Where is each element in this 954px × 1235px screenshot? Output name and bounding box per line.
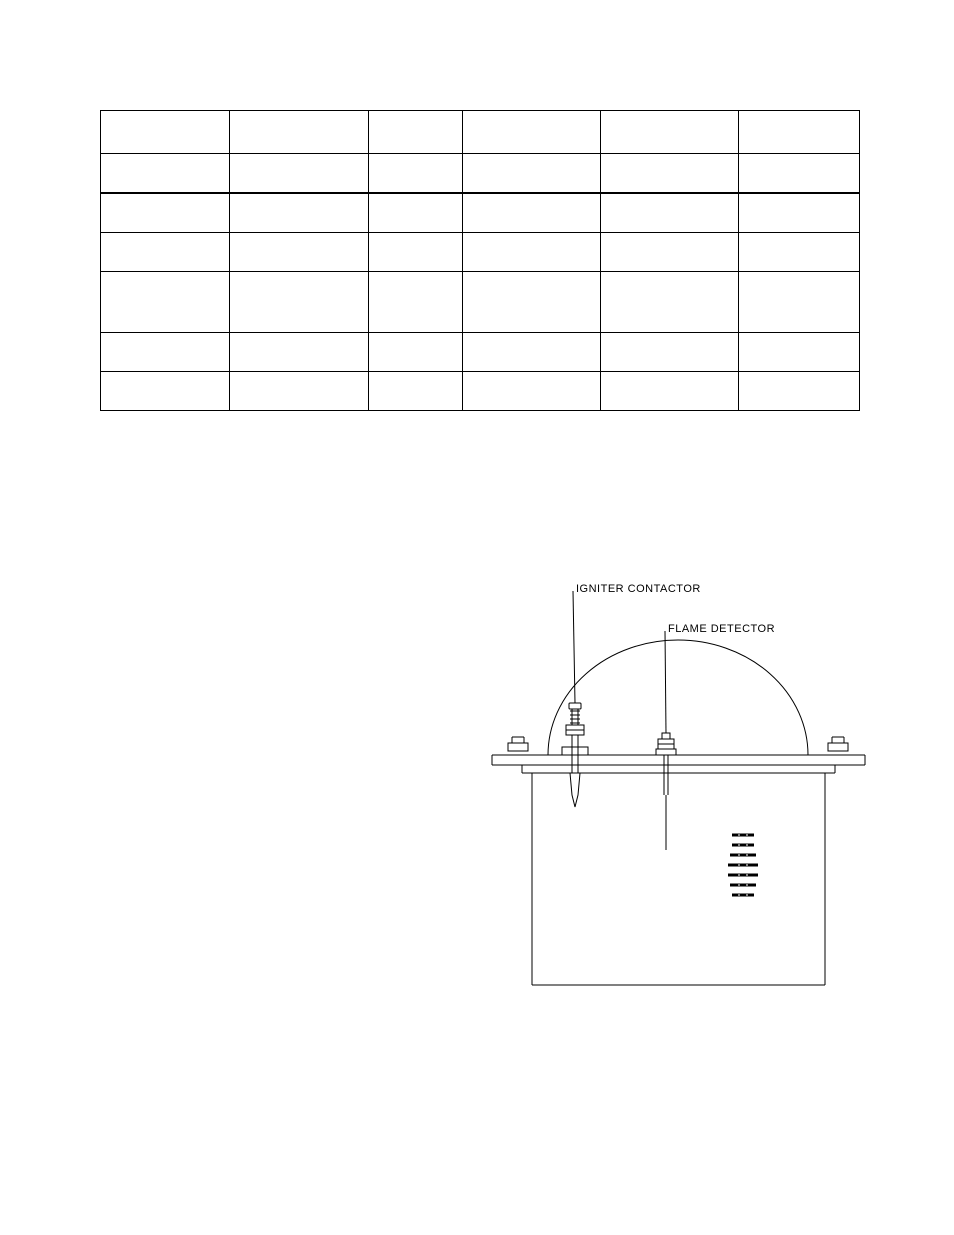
cell	[368, 111, 462, 154]
cell	[230, 111, 368, 154]
cell	[230, 193, 368, 233]
cell	[368, 372, 462, 411]
cell	[739, 372, 860, 411]
cell	[462, 372, 600, 411]
cell	[101, 111, 230, 154]
table-row	[101, 154, 860, 194]
cell	[601, 272, 739, 333]
cell	[230, 272, 368, 333]
cell	[230, 233, 368, 272]
cell	[462, 154, 600, 194]
table-row	[101, 372, 860, 411]
cell	[101, 154, 230, 194]
cell	[462, 333, 600, 372]
cell	[601, 233, 739, 272]
table-row	[101, 111, 860, 154]
cell	[368, 193, 462, 233]
cell	[601, 154, 739, 194]
cell	[739, 111, 860, 154]
cell	[739, 193, 860, 233]
cell	[601, 193, 739, 233]
cell	[101, 272, 230, 333]
table-row	[101, 233, 860, 272]
cell	[368, 272, 462, 333]
cell	[739, 333, 860, 372]
cell	[601, 111, 739, 154]
cell	[230, 333, 368, 372]
table-row	[101, 272, 860, 333]
cell	[230, 154, 368, 194]
cell	[739, 154, 860, 194]
cell	[462, 233, 600, 272]
table-row	[101, 333, 860, 372]
cell	[462, 272, 600, 333]
cell	[368, 333, 462, 372]
cell	[101, 193, 230, 233]
cell	[101, 333, 230, 372]
cell	[601, 372, 739, 411]
spec-table	[100, 110, 860, 411]
cell	[101, 233, 230, 272]
table-row	[101, 193, 860, 233]
cell	[601, 333, 739, 372]
cell	[368, 154, 462, 194]
cell	[739, 233, 860, 272]
cell	[368, 233, 462, 272]
cell	[462, 193, 600, 233]
cell	[739, 272, 860, 333]
cell	[101, 372, 230, 411]
page: IGNITER CONTACTOR FLAME DETECTOR	[0, 0, 954, 1235]
cell	[462, 111, 600, 154]
cell	[230, 372, 368, 411]
burner-diagram	[470, 555, 890, 1005]
